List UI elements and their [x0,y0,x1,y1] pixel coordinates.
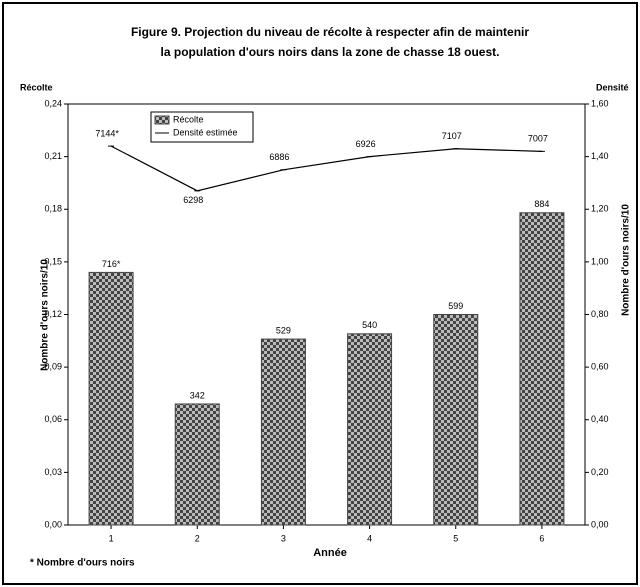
y2-tick-label: 0,00 [591,519,609,529]
plot-area [67,103,586,526]
y2-tick-label: 1,40 [591,151,609,161]
y-tick-label: 0,12 [44,309,62,319]
y-tick-label: 0,15 [44,256,62,266]
bar [174,403,220,526]
point-label: 6926 [356,139,376,149]
y-tick-label: 0,00 [44,519,62,529]
chart-title: Figure 9. Projection du niveau de récolt… [131,25,529,39]
chart-title: la population d'ours noirs dans la zone … [161,45,500,59]
y2-tick-label: 1,20 [591,204,609,214]
y2-tick-label: 0,60 [591,362,609,372]
bar-label: 529 [276,325,291,335]
y-tick-label: 0,09 [44,362,62,372]
bar-label: 342 [190,390,205,400]
bar-label: 599 [448,301,463,311]
bar [260,338,306,526]
y-tick-label: 0,21 [44,151,62,161]
y-tick-label: 0,18 [44,204,62,214]
y2-tick-label: 0,20 [591,467,609,477]
y-tick-label: 0,06 [44,414,62,424]
legend-label: Densité estimée [173,127,238,137]
y-top-label: Récolte [20,82,53,92]
legend-swatch [154,115,170,125]
y-tick-label: 0,03 [44,467,62,477]
y2-axis-label: Nombre d'ours noirs/10 [621,204,632,316]
x-tick-label: 4 [367,533,372,543]
y-axis-label: Nombre d'ours noirs/10 [40,259,51,371]
y-tick-label: 0,24 [44,98,62,108]
x-tick-label: 6 [539,533,544,543]
bar [519,212,565,526]
y2-tick-label: 1,60 [591,98,609,108]
x-axis-label: Année [313,547,347,559]
point-label: 7007 [528,134,548,144]
x-tick-label: 5 [453,533,458,543]
y2-tick-label: 0,80 [591,309,609,319]
bar-label: 884 [534,199,549,209]
x-tick-label: 2 [195,533,200,543]
y2-tick-label: 0,40 [591,414,609,424]
point-label: 6886 [269,152,289,162]
bar [88,271,134,526]
point-label: 7144* [95,128,119,138]
point-label: 6298 [183,195,203,205]
bar [433,314,479,526]
bar-label: 540 [362,320,377,330]
footnote: * Nombre d'ours noirs [30,558,135,569]
y2-top-label: Densité [596,82,629,92]
legend-label: Récolte [173,114,204,124]
bar [347,333,393,526]
y2-tick-label: 1,00 [591,256,609,266]
bar-label: 716* [102,259,121,269]
point-label: 7107 [442,131,462,141]
line [110,145,542,192]
x-tick-label: 3 [281,533,286,543]
x-tick-label: 1 [109,533,114,543]
